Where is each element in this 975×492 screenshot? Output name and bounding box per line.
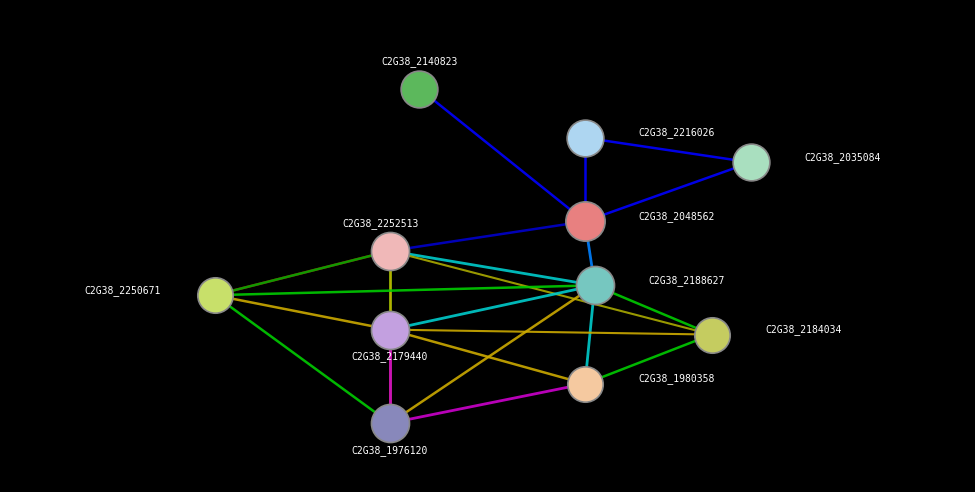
- Text: C2G38_2035084: C2G38_2035084: [804, 152, 880, 163]
- Text: C2G38_1976120: C2G38_1976120: [352, 445, 428, 456]
- Point: [577, 134, 593, 142]
- Point: [382, 247, 398, 255]
- Point: [411, 85, 427, 92]
- Point: [587, 281, 603, 289]
- Point: [207, 291, 222, 299]
- Point: [577, 380, 593, 388]
- Text: C2G38_2179440: C2G38_2179440: [352, 351, 428, 362]
- Text: C2G38_2184034: C2G38_2184034: [765, 324, 841, 335]
- Text: C2G38_2048562: C2G38_2048562: [639, 211, 715, 222]
- Point: [704, 331, 720, 338]
- Text: C2G38_2252513: C2G38_2252513: [342, 218, 418, 229]
- Text: C2G38_1980358: C2G38_1980358: [639, 373, 715, 384]
- Text: C2G38_2216026: C2G38_2216026: [639, 127, 715, 138]
- Text: C2G38_2188627: C2G38_2188627: [648, 275, 724, 286]
- Point: [382, 326, 398, 334]
- Text: C2G38_2140823: C2G38_2140823: [381, 56, 457, 67]
- Point: [577, 217, 593, 225]
- Point: [743, 158, 759, 166]
- Text: C2G38_2250671: C2G38_2250671: [85, 285, 161, 296]
- Point: [382, 419, 398, 427]
